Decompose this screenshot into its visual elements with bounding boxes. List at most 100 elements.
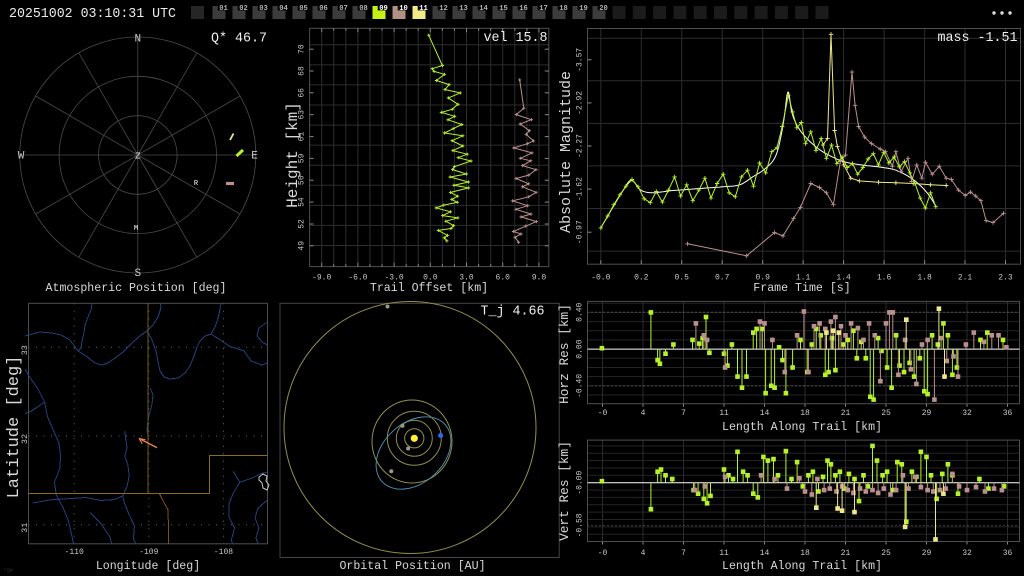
svg-text:68: 68 (298, 66, 307, 76)
svg-text:Q* 46.7: Q* 46.7 (211, 31, 267, 47)
svg-text:14: 14 (760, 409, 770, 418)
svg-text:Frame Time [s]: Frame Time [s] (753, 282, 850, 295)
svg-text:N: N (134, 34, 141, 46)
svg-text:18: 18 (559, 5, 568, 13)
svg-text:17: 17 (539, 5, 548, 13)
svg-text:25: 25 (881, 409, 891, 418)
svg-text:11: 11 (719, 549, 729, 558)
svg-text:Length Along Trail [km]: Length Along Trail [km] (722, 421, 882, 434)
svg-text:4: 4 (641, 409, 646, 418)
svg-text:02: 02 (239, 5, 248, 13)
svg-text:0.9: 0.9 (755, 274, 770, 283)
svg-text:0.0: 0.0 (423, 274, 438, 283)
svg-text:-6.0: -6.0 (348, 274, 367, 283)
svg-text:18: 18 (800, 549, 810, 558)
svg-text:52: 52 (298, 219, 307, 229)
svg-text:Z: Z (135, 151, 141, 162)
svg-text:03: 03 (259, 5, 268, 13)
svg-text:15: 15 (499, 5, 508, 13)
svg-text:1.6: 1.6 (877, 274, 892, 283)
svg-text:7: 7 (681, 549, 686, 558)
svg-text:Atmospheric Position [deg]: Atmospheric Position [deg] (46, 282, 227, 295)
svg-text:05: 05 (299, 5, 308, 13)
svg-text:10: 10 (399, 5, 408, 13)
svg-text:-0.0: -0.0 (591, 274, 610, 283)
svg-text:0.7: 0.7 (715, 274, 730, 283)
svg-text:14: 14 (479, 5, 488, 13)
svg-text:-109: -109 (139, 548, 158, 557)
svg-text:0.40: 0.40 (576, 302, 585, 321)
svg-text:36: 36 (1003, 549, 1013, 558)
svg-text:-2.92: -2.92 (576, 91, 585, 115)
svg-text:36: 36 (1003, 409, 1013, 418)
svg-text:66: 66 (298, 88, 307, 98)
svg-text:25: 25 (881, 549, 891, 558)
svg-text:19: 19 (579, 5, 588, 13)
svg-text:-0.40: -0.40 (576, 374, 585, 398)
svg-text:29: 29 (922, 409, 932, 418)
svg-text:59: 59 (298, 153, 307, 163)
svg-text:-3.0: -3.0 (384, 274, 403, 283)
svg-text:21: 21 (841, 549, 851, 558)
svg-text:08: 08 (359, 5, 368, 13)
svg-text:20: 20 (599, 5, 608, 13)
svg-text:32: 32 (962, 409, 972, 418)
svg-text:Trail Offset [km]: Trail Offset [km] (370, 282, 488, 295)
svg-text:T_j 4.66: T_j 4.66 (481, 304, 545, 320)
svg-text:9.0: 9.0 (532, 274, 547, 283)
svg-text:vel 15.8: vel 15.8 (484, 30, 548, 46)
svg-text:20251002 03:10:31 UTC: 20251002 03:10:31 UTC (9, 6, 176, 22)
svg-text:61: 61 (298, 132, 307, 142)
svg-text:W: W (18, 151, 25, 163)
svg-text:63: 63 (298, 110, 307, 120)
svg-text:14: 14 (760, 549, 770, 558)
svg-text:-3.57: -3.57 (576, 48, 585, 72)
svg-text:21: 21 (841, 409, 851, 418)
svg-text:56: 56 (298, 175, 307, 185)
svg-text:29: 29 (922, 549, 932, 558)
svg-text:-1.62: -1.62 (576, 177, 585, 201)
svg-text:M: M (134, 225, 138, 233)
svg-text:mass -1.51: mass -1.51 (938, 30, 1018, 46)
svg-text:2.1: 2.1 (958, 274, 973, 283)
svg-text:S: S (134, 268, 141, 280)
svg-text:-0: -0 (598, 409, 608, 418)
svg-text:54: 54 (298, 197, 307, 207)
svg-text:-108: -108 (214, 548, 233, 557)
svg-text:07: 07 (339, 5, 348, 13)
svg-text:-0.97: -0.97 (576, 220, 585, 244)
svg-text:Latitude [deg]: Latitude [deg] (5, 356, 24, 499)
svg-text:32: 32 (20, 434, 30, 444)
svg-text:-0: -0 (598, 549, 608, 558)
svg-text:3.0: 3.0 (459, 274, 474, 283)
svg-text:04: 04 (279, 5, 288, 13)
svg-text:2.3: 2.3 (998, 274, 1013, 283)
svg-text:70: 70 (298, 44, 307, 54)
svg-text:-110: -110 (65, 548, 84, 557)
svg-text:-0.58: -0.58 (576, 513, 585, 537)
svg-text:1.4: 1.4 (836, 274, 851, 283)
svg-text:Length Along Trail [km]: Length Along Trail [km] (722, 560, 882, 573)
svg-text:R: R (194, 180, 199, 188)
svg-text:06: 06 (319, 5, 328, 13)
svg-text:16: 16 (519, 5, 528, 13)
svg-text:09: 09 (379, 5, 388, 13)
svg-text:1.8: 1.8 (917, 274, 932, 283)
svg-text:rgw: rgw (4, 568, 13, 574)
svg-text:4: 4 (641, 549, 646, 558)
svg-text:11: 11 (719, 409, 729, 418)
svg-text:E: E (251, 151, 258, 163)
svg-text:32: 32 (962, 549, 972, 558)
svg-text:0.2: 0.2 (634, 274, 649, 283)
svg-text:12: 12 (439, 5, 448, 13)
svg-text:Horz Res [km]: Horz Res [km] (557, 304, 572, 404)
svg-text:-0.00: -0.00 (576, 471, 585, 495)
svg-text:Height [km]: Height [km] (284, 102, 302, 208)
svg-text:31: 31 (20, 523, 30, 533)
svg-text:0.00: 0.00 (576, 339, 585, 358)
svg-text:33: 33 (20, 345, 30, 355)
svg-text:13: 13 (459, 5, 468, 13)
svg-text:0.5: 0.5 (675, 274, 690, 283)
svg-text:Longitude [deg]: Longitude [deg] (96, 560, 200, 573)
svg-text:6.0: 6.0 (496, 274, 511, 283)
